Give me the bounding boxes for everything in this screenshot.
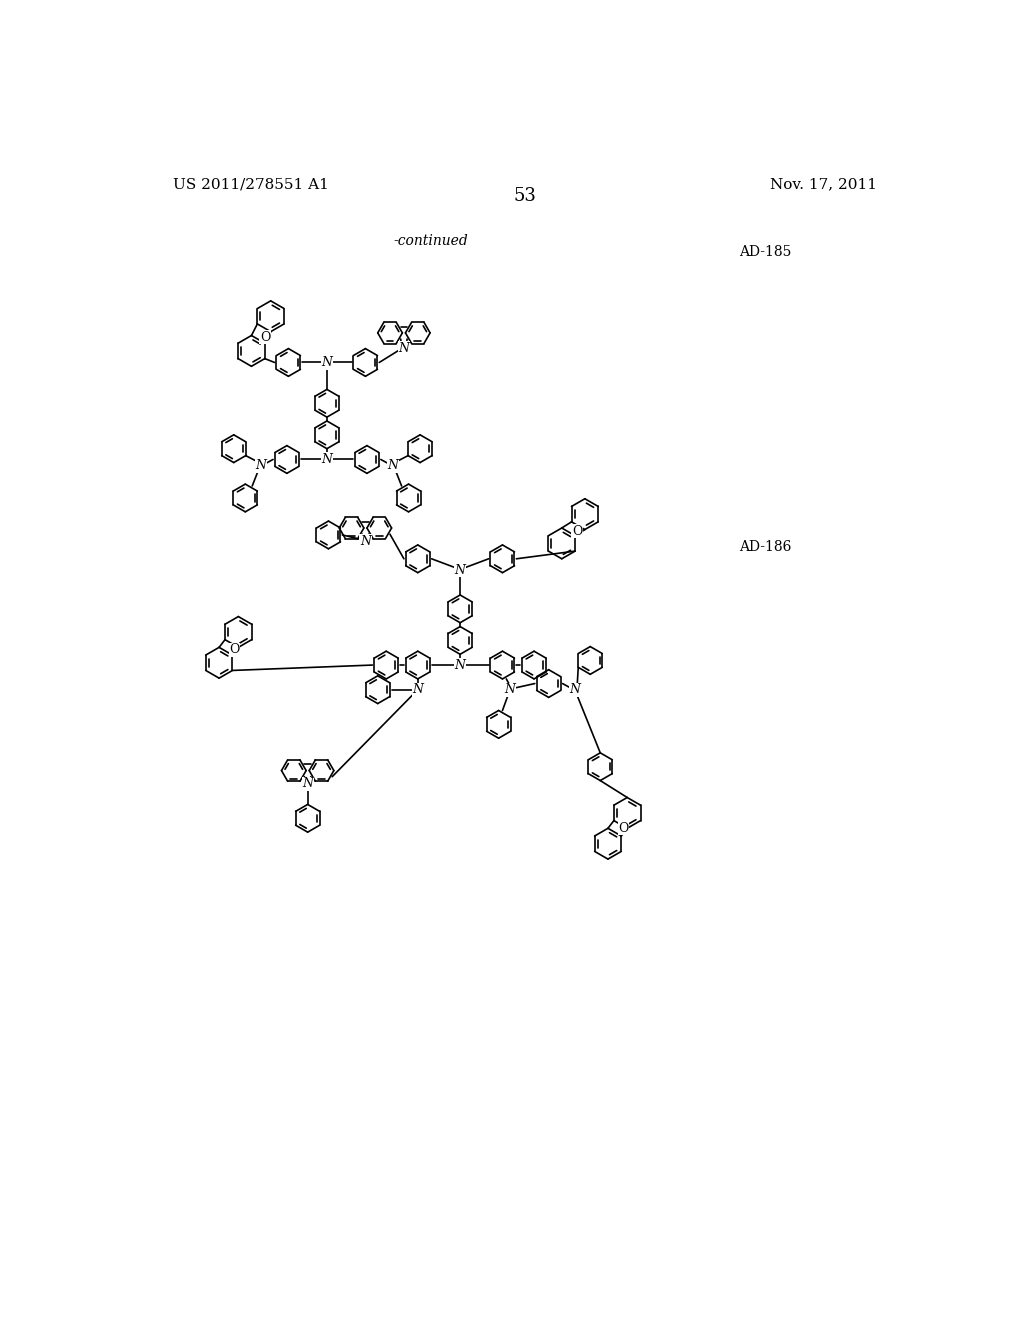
Text: N: N xyxy=(455,659,466,672)
Text: N: N xyxy=(388,459,398,473)
Text: N: N xyxy=(359,535,371,548)
Text: N: N xyxy=(413,684,423,696)
Text: O: O xyxy=(618,822,629,834)
Text: O: O xyxy=(229,643,240,656)
Text: N: N xyxy=(398,342,410,355)
Text: N: N xyxy=(322,453,333,466)
Text: 53: 53 xyxy=(513,187,537,205)
Text: O: O xyxy=(572,524,583,537)
Text: O: O xyxy=(260,330,270,343)
Text: -continued: -continued xyxy=(393,234,468,248)
Text: N: N xyxy=(569,684,581,696)
Text: N: N xyxy=(455,564,466,577)
Text: AD-185: AD-185 xyxy=(739,246,792,260)
Text: N: N xyxy=(255,459,266,473)
Text: N: N xyxy=(322,356,333,370)
Text: N: N xyxy=(505,684,516,696)
Text: N: N xyxy=(302,777,313,791)
Text: US 2011/278551 A1: US 2011/278551 A1 xyxy=(173,178,329,191)
Text: AD-186: AD-186 xyxy=(739,540,792,553)
Text: Nov. 17, 2011: Nov. 17, 2011 xyxy=(770,178,877,191)
